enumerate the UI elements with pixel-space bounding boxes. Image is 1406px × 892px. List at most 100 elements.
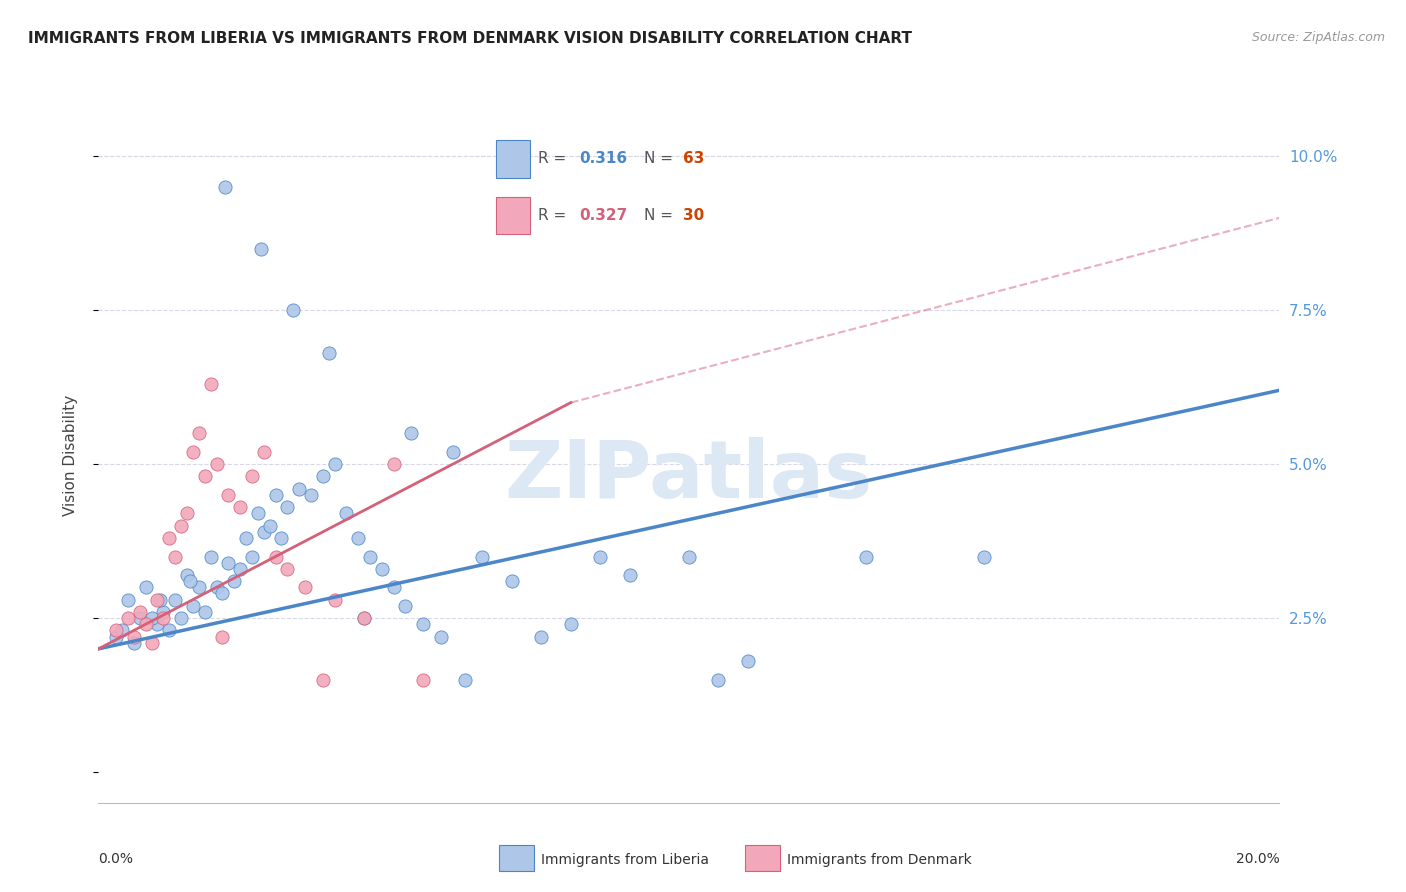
Point	[152, 605, 174, 619]
Point	[619, 568, 641, 582]
Point	[430, 630, 453, 644]
Point	[146, 592, 169, 607]
Point	[111, 624, 134, 638]
Point	[165, 549, 187, 564]
Point	[353, 611, 375, 625]
Point	[441, 445, 464, 459]
Point	[253, 524, 276, 539]
Point	[401, 426, 423, 441]
Point	[187, 580, 209, 594]
Point	[205, 580, 228, 594]
Text: 0.0%: 0.0%	[98, 852, 134, 865]
Y-axis label: Vision Disability: Vision Disability	[63, 394, 77, 516]
Point	[117, 611, 139, 625]
Point	[157, 624, 180, 638]
Text: Immigrants from Denmark: Immigrants from Denmark	[787, 853, 972, 867]
Text: Source: ZipAtlas.com: Source: ZipAtlas.com	[1251, 31, 1385, 45]
Point	[194, 605, 217, 619]
Point	[157, 531, 180, 545]
Point	[205, 457, 228, 471]
Point	[501, 574, 523, 589]
Point	[283, 303, 305, 318]
Point	[737, 654, 759, 668]
Point	[122, 636, 145, 650]
Point	[105, 630, 128, 644]
Point	[382, 457, 405, 471]
Point	[276, 500, 298, 515]
Point	[353, 611, 375, 625]
Point	[264, 549, 287, 564]
Point	[560, 617, 582, 632]
Point	[270, 531, 292, 545]
Point	[122, 630, 145, 644]
Point	[135, 617, 157, 632]
Point	[394, 599, 416, 613]
Point	[973, 549, 995, 564]
Point	[176, 507, 198, 521]
Point	[530, 630, 553, 644]
Point	[149, 592, 172, 607]
Point	[141, 636, 163, 650]
Point	[382, 580, 405, 594]
Point	[141, 611, 163, 625]
Text: Immigrants from Liberia: Immigrants from Liberia	[541, 853, 709, 867]
Point	[259, 518, 281, 533]
Point	[176, 568, 198, 582]
Point	[371, 562, 394, 576]
Point	[855, 549, 877, 564]
Point	[323, 457, 346, 471]
Point	[211, 586, 233, 600]
Point	[253, 445, 276, 459]
Point	[165, 592, 187, 607]
Point	[214, 180, 236, 194]
Point	[211, 630, 233, 644]
Point	[170, 611, 193, 625]
Point	[187, 426, 209, 441]
Point	[412, 617, 434, 632]
Text: ZIPatlas: ZIPatlas	[505, 437, 873, 515]
Point	[181, 599, 204, 613]
Point	[217, 488, 239, 502]
Point	[347, 531, 370, 545]
Point	[135, 580, 157, 594]
Point	[235, 531, 257, 545]
Point	[288, 482, 311, 496]
Point	[152, 611, 174, 625]
Point	[181, 445, 204, 459]
Point	[246, 507, 269, 521]
Text: 20.0%: 20.0%	[1236, 852, 1279, 865]
Point	[276, 562, 298, 576]
Point	[707, 673, 730, 687]
Point	[240, 469, 263, 483]
Point	[359, 549, 381, 564]
Point	[299, 488, 322, 502]
Point	[200, 377, 222, 392]
Point	[453, 673, 475, 687]
Point	[318, 346, 340, 360]
Point	[105, 624, 128, 638]
Point	[128, 605, 150, 619]
Point	[294, 580, 316, 594]
Point	[678, 549, 700, 564]
Point	[264, 488, 287, 502]
Point	[224, 574, 246, 589]
Point	[146, 617, 169, 632]
Point	[229, 500, 252, 515]
Point	[217, 556, 239, 570]
Point	[335, 507, 357, 521]
Text: IMMIGRANTS FROM LIBERIA VS IMMIGRANTS FROM DENMARK VISION DISABILITY CORRELATION: IMMIGRANTS FROM LIBERIA VS IMMIGRANTS FR…	[28, 31, 912, 46]
Point	[471, 549, 494, 564]
Point	[128, 611, 150, 625]
Point	[240, 549, 263, 564]
Point	[250, 242, 273, 256]
Point	[312, 469, 335, 483]
Point	[117, 592, 139, 607]
Point	[229, 562, 252, 576]
Point	[323, 592, 346, 607]
Point	[179, 574, 201, 589]
Point	[170, 518, 193, 533]
Point	[589, 549, 612, 564]
Point	[194, 469, 217, 483]
Point	[312, 673, 335, 687]
Point	[412, 673, 434, 687]
